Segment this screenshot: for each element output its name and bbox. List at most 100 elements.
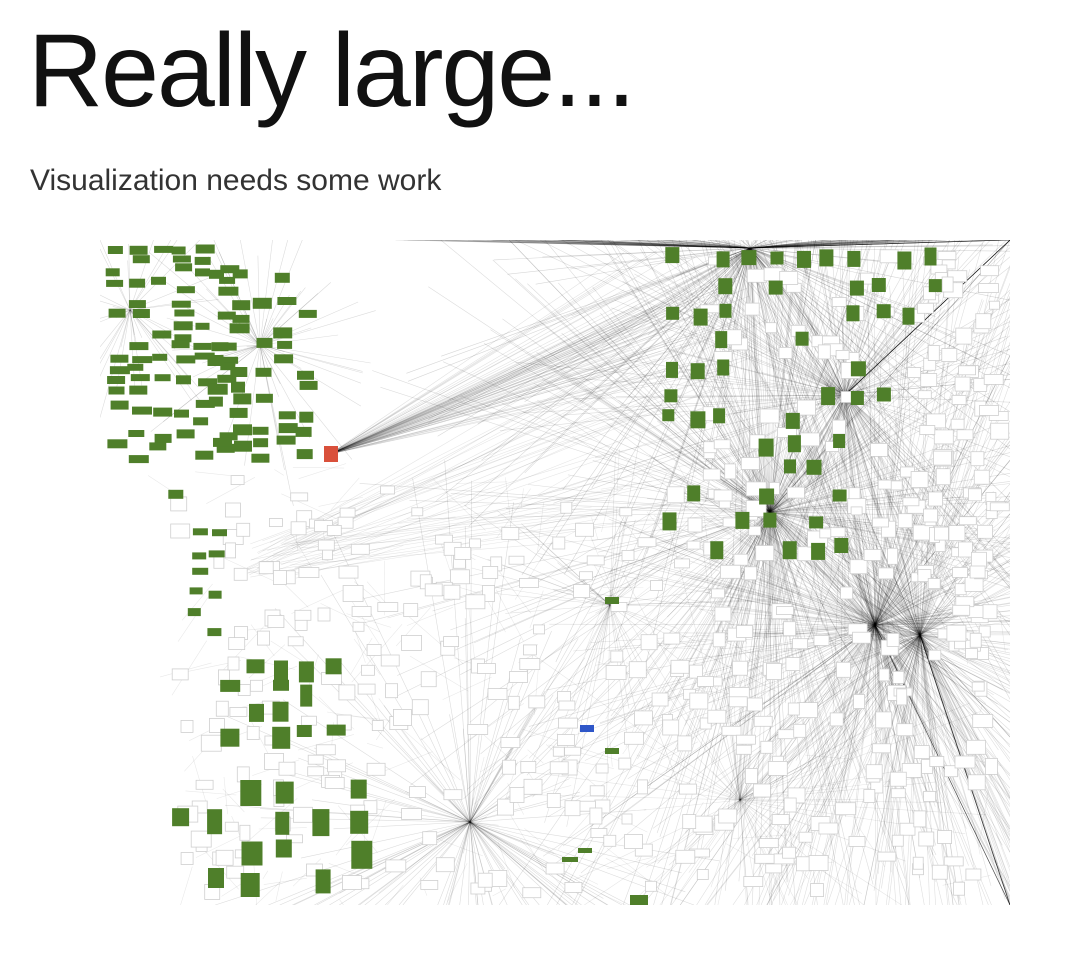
graph-edge [492, 259, 771, 513]
graph-edge [899, 468, 921, 636]
graph-node [955, 327, 973, 345]
graph-edge [663, 624, 876, 650]
graph-node [755, 545, 775, 561]
graph-edge [329, 320, 649, 455]
graph-node [947, 270, 968, 283]
graph-edge [609, 598, 783, 606]
graph-node [971, 681, 985, 692]
graph-node [950, 418, 965, 430]
graph-node [586, 555, 605, 566]
graph-node [278, 761, 296, 776]
graph-edge [549, 623, 876, 626]
graph-edge [917, 634, 921, 672]
graph-edge [749, 247, 919, 679]
graph-edge [769, 240, 812, 513]
graph-edge [739, 702, 970, 801]
graph-edge [112, 306, 131, 311]
graph-edge [707, 678, 741, 801]
graph-edge [874, 624, 981, 848]
graph-edge [808, 547, 921, 636]
graph-node [558, 700, 576, 711]
graph-edge [262, 870, 269, 880]
graph-edge [329, 278, 701, 455]
graph-edge [749, 240, 942, 249]
graph-edge [874, 624, 880, 655]
graph-edge [674, 573, 876, 626]
graph-edge [469, 821, 506, 870]
graph-edge [749, 240, 1010, 249]
graph-node [933, 429, 954, 445]
graph-edge [583, 240, 751, 249]
graph-edge [294, 506, 592, 543]
graph-node [785, 657, 801, 672]
graph-node [927, 578, 941, 589]
graph-edge [919, 634, 1010, 673]
graph-node-highlight [110, 354, 129, 363]
graph-edge [578, 604, 611, 685]
graph-node [980, 265, 999, 277]
graph-edge [919, 397, 925, 636]
graph-node [326, 524, 342, 536]
graph-node-highlight [207, 355, 224, 366]
graph-node [267, 615, 285, 629]
graph-node [758, 838, 779, 848]
graph-edge [749, 247, 819, 334]
graph-node-highlight [234, 440, 252, 452]
graph-node-highlight [928, 279, 942, 293]
graph-node [650, 579, 663, 591]
graph-node-highlight [276, 435, 296, 445]
graph-edge [739, 764, 811, 801]
graph-edge [844, 394, 871, 723]
graph-edge [469, 821, 609, 905]
graph-node [564, 800, 581, 817]
graph-edge [749, 240, 1010, 249]
graph-edge [469, 570, 497, 823]
graph-edge [449, 714, 471, 823]
graph-edge [708, 302, 846, 396]
graph-edge [740, 240, 751, 249]
graph-node [792, 638, 808, 650]
graph-edge [919, 634, 1010, 682]
graph-edge [450, 493, 771, 513]
graph-edge [469, 660, 640, 823]
graph-edge [464, 247, 751, 506]
graph-edge [769, 262, 808, 513]
graph-edge [648, 511, 771, 789]
graph-edge [460, 511, 771, 675]
graph-edge [257, 325, 646, 554]
graph-edge [596, 723, 637, 740]
graph-node [732, 660, 748, 676]
graph-node [978, 283, 999, 293]
graph-edge [637, 511, 771, 760]
graph-node [707, 709, 727, 724]
graph-edge [749, 245, 947, 249]
graph-node-highlight [687, 485, 701, 502]
graph-node [793, 723, 807, 738]
graph-node [377, 602, 399, 613]
graph-node [918, 831, 935, 847]
graph-edge [919, 634, 1010, 666]
graph-edge [280, 316, 709, 544]
graph-edge [743, 240, 771, 513]
graph-node [618, 757, 632, 770]
graph-edge [919, 634, 1010, 830]
graph-edge [506, 508, 771, 513]
graph-node-highlight [719, 303, 732, 318]
graph-edge [628, 247, 751, 335]
graph-edge [749, 240, 768, 249]
graph-edge [919, 634, 1010, 905]
graph-edge [407, 247, 751, 382]
graph-edge [769, 511, 799, 617]
graph-edge [874, 624, 886, 834]
graph-edge [465, 703, 525, 743]
graph-node-highlight [630, 895, 648, 905]
graph-edge [542, 240, 751, 249]
graph-node [696, 869, 709, 880]
graph-edge [610, 511, 771, 717]
graph-special-nodes [324, 446, 594, 732]
graph-edge [654, 495, 699, 536]
graph-node [878, 567, 894, 580]
graph-edge [749, 240, 913, 249]
graph-edge [844, 394, 977, 439]
graph-edge [749, 244, 796, 249]
